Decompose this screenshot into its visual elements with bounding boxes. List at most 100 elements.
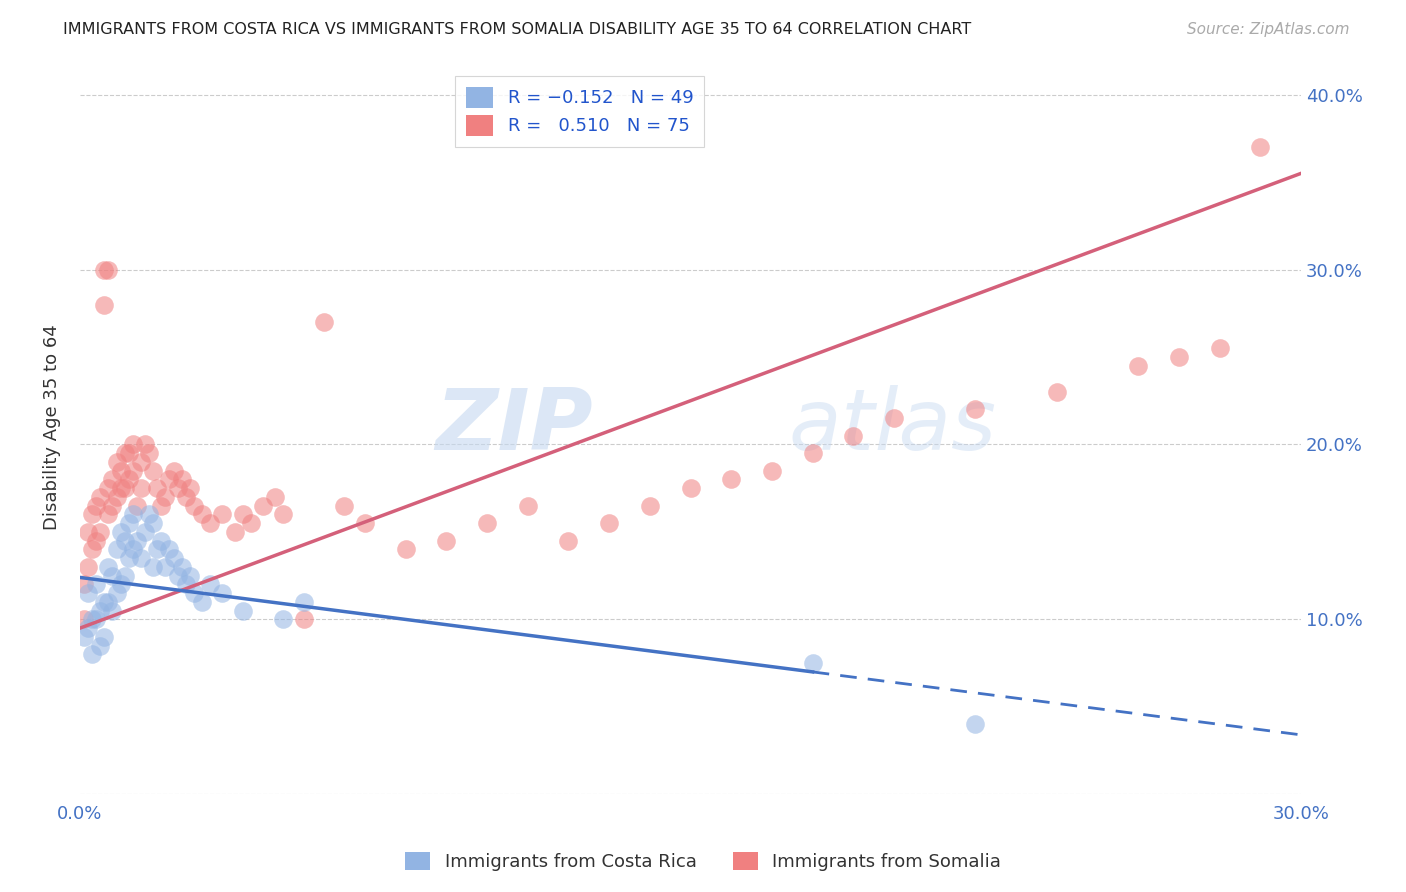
Point [121,508,143,522]
Point [118,446,141,460]
Point [125,533,148,548]
Point [80,648,103,662]
Point [1249,140,1271,154]
Point [516,499,538,513]
Point [264,490,287,504]
Point [224,524,246,539]
Point [273,612,295,626]
Point [138,508,160,522]
Point [84,612,107,626]
Point [101,473,124,487]
Point [77,621,100,635]
Point [557,533,579,548]
Point [89,639,111,653]
Point [73,630,96,644]
Text: ZIP: ZIP [436,385,593,468]
Point [314,315,336,329]
Point [114,481,136,495]
Point [97,595,120,609]
Point [105,542,128,557]
Point [883,411,905,425]
Point [232,508,254,522]
Point [73,612,96,626]
Point [134,524,156,539]
Point [97,481,120,495]
Point [1128,359,1150,373]
Legend: R = −0.152   N = 49, R =   0.510   N = 75: R = −0.152 N = 49, R = 0.510 N = 75 [456,76,704,146]
Point [638,499,661,513]
Point [239,516,262,531]
Point [146,481,169,495]
Point [179,481,201,495]
Point [110,524,132,539]
Point [150,499,173,513]
Point [394,542,416,557]
Point [1209,341,1232,355]
Point [93,595,115,609]
Point [118,473,141,487]
Point [118,516,141,531]
Point [129,455,152,469]
Point [292,595,315,609]
Point [80,542,103,557]
Point [84,577,107,591]
Legend: Immigrants from Costa Rica, Immigrants from Somalia: Immigrants from Costa Rica, Immigrants f… [398,845,1008,879]
Point [191,595,214,609]
Point [110,481,132,495]
Point [292,612,315,626]
Point [170,473,193,487]
Point [121,542,143,557]
Text: IMMIGRANTS FROM COSTA RICA VS IMMIGRANTS FROM SOMALIA DISABILITY AGE 35 TO 64 CO: IMMIGRANTS FROM COSTA RICA VS IMMIGRANTS… [63,22,972,37]
Point [842,428,865,442]
Point [114,446,136,460]
Point [101,499,124,513]
Point [965,402,987,417]
Point [159,542,181,557]
Point [73,577,96,591]
Point [353,516,375,531]
Point [162,551,184,566]
Point [77,560,100,574]
Point [174,490,197,504]
Point [434,533,457,548]
Point [191,508,214,522]
Point [97,262,120,277]
Point [720,473,742,487]
Point [125,499,148,513]
Point [89,524,111,539]
Point [174,577,197,591]
Point [80,508,103,522]
Point [77,524,100,539]
Point [121,464,143,478]
Point [84,533,107,548]
Point [101,568,124,582]
Point [183,499,205,513]
Point [110,577,132,591]
Point [84,499,107,513]
Point [114,533,136,548]
Point [105,586,128,600]
Point [110,464,132,478]
Point [475,516,498,531]
Point [211,508,233,522]
Point [232,604,254,618]
Point [89,604,111,618]
Point [101,604,124,618]
Point [142,464,165,478]
Point [77,586,100,600]
Point [801,446,824,460]
Point [142,516,165,531]
Point [273,508,295,522]
Point [598,516,620,531]
Point [211,586,233,600]
Point [105,490,128,504]
Point [150,533,173,548]
Point [97,508,120,522]
Point [118,551,141,566]
Point [121,437,143,451]
Point [93,630,115,644]
Point [93,262,115,277]
Point [89,490,111,504]
Point [138,446,160,460]
Point [965,717,987,731]
